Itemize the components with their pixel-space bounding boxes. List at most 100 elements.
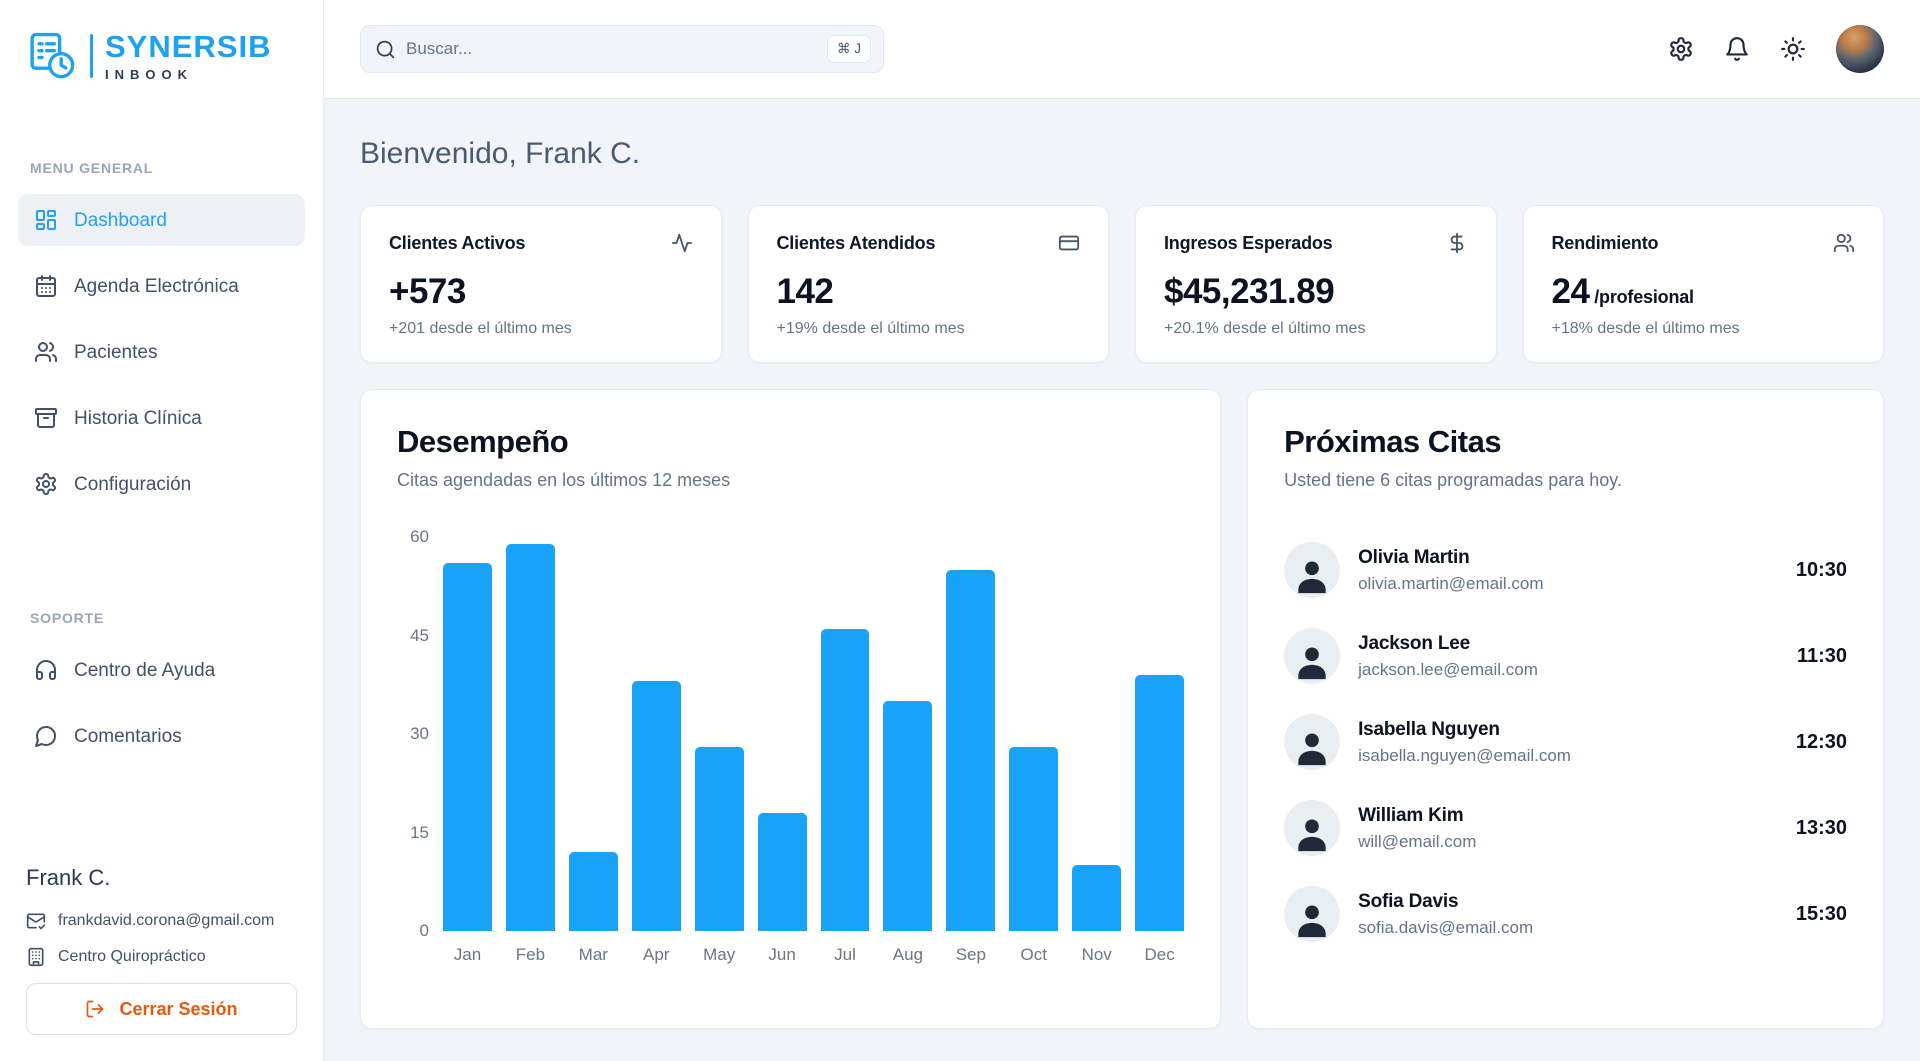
- sidebar-item[interactable]: Pacientes: [18, 326, 305, 378]
- app-subname: INBOOK: [105, 66, 193, 82]
- chart-bar-column: [1135, 537, 1185, 931]
- y-tick-label: 30: [410, 724, 429, 743]
- bar-chart: 0 15 30 45 60: [397, 527, 1185, 965]
- user-avatar[interactable]: [1836, 25, 1884, 73]
- chart-bar[interactable]: [505, 543, 555, 931]
- stat-card: Ingresos Esperados $45,231.89 +20.1% des…: [1135, 205, 1497, 363]
- stat-value: +573: [389, 272, 466, 311]
- stat-value: $45,231.89: [1164, 272, 1335, 311]
- chart-bar[interactable]: [568, 852, 618, 931]
- stat-value: 24 /profesional: [1551, 272, 1695, 311]
- stat-subtext: +18% desde el último mes: [1551, 320, 1740, 337]
- clipboard-clock-logo-icon: [26, 30, 78, 82]
- credit-card-icon: [1058, 232, 1080, 254]
- dollar-sign-icon: [1446, 232, 1468, 254]
- sidebar-item-label: Agenda Electrónica: [74, 275, 239, 297]
- appointments-subtitle: Usted tiene 6 citas programadas para hoy…: [1284, 470, 1622, 490]
- layout-dashboard-icon: [34, 208, 58, 232]
- stat-value: 142: [776, 272, 834, 311]
- sun-icon[interactable]: [1780, 36, 1806, 62]
- chart-bar-column: [1072, 537, 1122, 931]
- chart-bar-column: [820, 537, 870, 931]
- appointment-row[interactable]: Isabella Nguyen isabella.nguyen@email.co…: [1284, 699, 1847, 785]
- appointment-row[interactable]: Sofia Davis sofia.davis@email.com 15:30: [1284, 871, 1847, 957]
- chart-bar[interactable]: [946, 569, 996, 931]
- calendar-days-icon: [34, 274, 58, 298]
- search-box[interactable]: ⌘ J: [360, 25, 884, 73]
- support-nav: Centro de Ayuda Comentarios: [0, 644, 323, 776]
- headphones-icon: [34, 658, 58, 682]
- chart-bar[interactable]: [1072, 865, 1122, 931]
- appointment-row[interactable]: William Kim will@email.com 13:30: [1284, 785, 1847, 871]
- appointments-title: Próximas Citas: [1284, 424, 1502, 459]
- chart-bar[interactable]: [1009, 747, 1059, 931]
- sidebar-item[interactable]: Agenda Electrónica: [18, 260, 305, 312]
- stat-title: Rendimiento: [1551, 232, 1659, 253]
- users-icon: [1833, 232, 1855, 254]
- patient-avatar: [1284, 714, 1341, 770]
- sidebar-item-label: Comentarios: [74, 725, 182, 747]
- sidebar-item[interactable]: Centro de Ayuda: [18, 644, 305, 696]
- search-input[interactable]: [406, 39, 817, 59]
- patient-email: will@email.com: [1358, 831, 1477, 851]
- users-icon: [34, 340, 58, 364]
- main-nav: Dashboard Agenda Electrónica Pacientes H…: [0, 194, 323, 524]
- y-axis: 0 15 30 45 60: [397, 527, 443, 940]
- topbar: ⌘ J: [324, 0, 1920, 99]
- sidebar: SYNERSIB INBOOK MENU GENERAL Dashboard A…: [0, 0, 324, 1061]
- chart-bar-column: [505, 537, 555, 931]
- sidebar-item[interactable]: Dashboard: [18, 194, 305, 246]
- patient-avatar: [1284, 542, 1341, 598]
- app-logo[interactable]: SYNERSIB INBOOK: [0, 30, 323, 82]
- stat-subtext: +19% desde el último mes: [776, 320, 965, 337]
- sidebar-item-label: Historia Clínica: [74, 407, 202, 429]
- patient-avatar: [1284, 886, 1341, 942]
- patient-name: Isabella Nguyen: [1358, 718, 1500, 740]
- appointment-row[interactable]: Jackson Lee jackson.lee@email.com 11:30: [1284, 613, 1847, 699]
- y-tick-label: 60: [410, 527, 429, 546]
- chart-bar[interactable]: [631, 681, 681, 931]
- x-tick-label: Oct: [1020, 945, 1047, 964]
- settings-icon: [34, 472, 58, 496]
- sidebar-item-label: Configuración: [74, 473, 192, 495]
- chart-bar[interactable]: [443, 563, 492, 931]
- y-tick-label: 0: [419, 921, 429, 940]
- x-tick-label: Nov: [1081, 945, 1112, 964]
- logout-button[interactable]: Cerrar Sesión: [26, 983, 297, 1035]
- appointment-time: 15:30: [1795, 902, 1847, 925]
- sidebar-user-block: Frank C. frankdavid.corona@gmail.com Cen…: [0, 865, 323, 1035]
- chart-subtitle: Citas agendadas en los últimos 12 meses: [397, 470, 731, 490]
- logout-label: Cerrar Sesión: [119, 998, 238, 1019]
- main-content: Bienvenido, Frank C. Clientes Activos +5…: [324, 99, 1920, 1061]
- sidebar-item[interactable]: Configuración: [18, 458, 305, 510]
- sidebar-item[interactable]: Comentarios: [18, 710, 305, 762]
- chart-title: Desempeño: [397, 424, 569, 459]
- patient-avatar: [1284, 628, 1341, 684]
- chart-bar[interactable]: [694, 747, 744, 931]
- y-tick-label: 15: [410, 822, 429, 842]
- chart-bar-column: [631, 537, 681, 931]
- appointment-row[interactable]: Olivia Martin olivia.martin@email.com 10…: [1284, 527, 1847, 613]
- stat-value-suffix: /profesional: [1589, 287, 1694, 307]
- stat-card: Clientes Atendidos 142 +19% desde el últ…: [747, 205, 1109, 363]
- bell-icon[interactable]: [1724, 36, 1750, 62]
- user-email: frankdavid.corona@gmail.com: [58, 912, 275, 929]
- sidebar-item-label: Dashboard: [74, 209, 167, 231]
- chart-bar[interactable]: [820, 628, 870, 931]
- chart-bar[interactable]: [1135, 674, 1185, 931]
- x-tick-label: Sep: [955, 945, 986, 964]
- gear-icon[interactable]: [1668, 36, 1694, 62]
- chart-bar[interactable]: [883, 701, 933, 931]
- chart-bar-column: [883, 537, 933, 931]
- appointment-time: 10:30: [1795, 558, 1847, 581]
- sidebar-item[interactable]: Historia Clínica: [18, 392, 305, 444]
- stat-subtext: +201 desde el último mes: [389, 320, 572, 337]
- x-axis: Jan Feb Mar Apr May Jun: [443, 945, 1184, 965]
- chart-bar-column: [694, 537, 744, 931]
- archive-icon: [34, 406, 58, 430]
- user-org: Centro Quiropráctico: [58, 948, 206, 965]
- chart-bar[interactable]: [757, 812, 807, 931]
- sidebar-item-label: Pacientes: [74, 341, 158, 363]
- support-section-label: SOPORTE: [30, 610, 105, 626]
- search-shortcut-hint: ⌘ J: [826, 35, 871, 63]
